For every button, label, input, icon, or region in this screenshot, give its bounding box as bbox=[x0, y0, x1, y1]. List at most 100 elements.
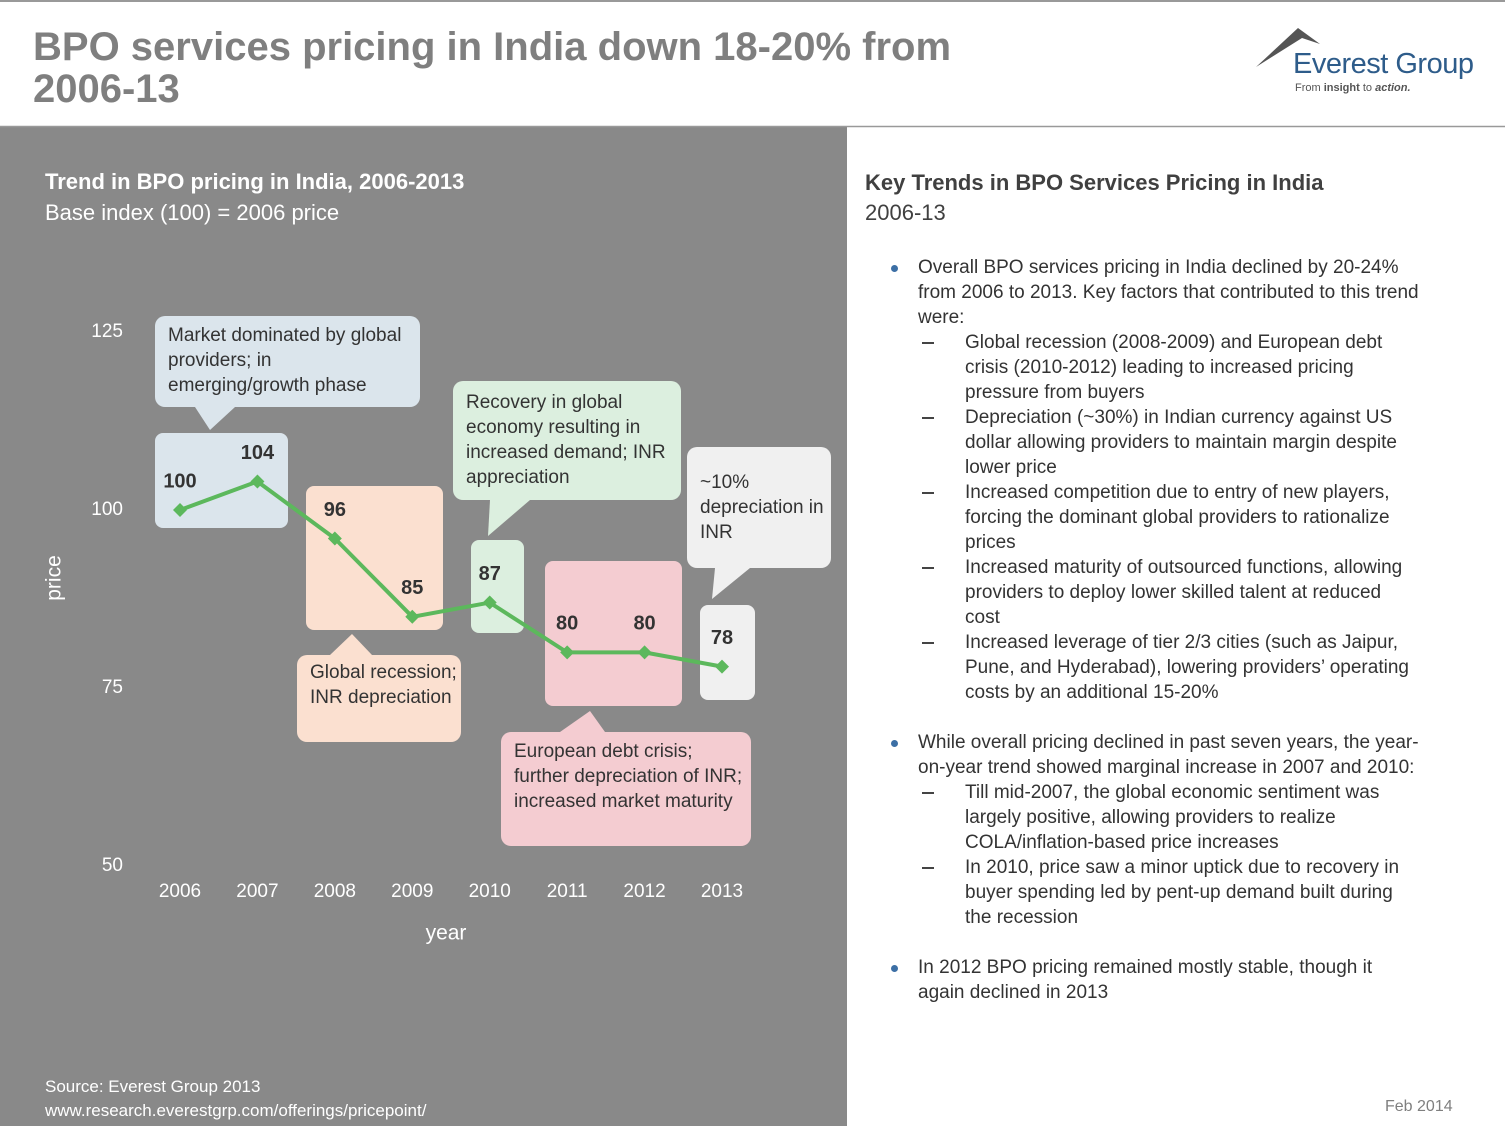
logo-name: Everest Group bbox=[1293, 48, 1474, 80]
sub-dash bbox=[922, 417, 934, 419]
data-point bbox=[405, 609, 420, 624]
data-point bbox=[560, 645, 575, 660]
x-tick-label: 2008 bbox=[314, 881, 356, 902]
sub-text: Global recession (2008-2009) and Europea… bbox=[965, 332, 1383, 403]
callout-box bbox=[297, 655, 461, 742]
highlight-box bbox=[155, 433, 288, 528]
x-tick-label: 2009 bbox=[391, 881, 433, 902]
source: Source: Everest Group 2013 www.research.e… bbox=[45, 1075, 426, 1123]
data-label: 96 bbox=[324, 499, 346, 521]
source-line: Source: Everest Group 2013 bbox=[45, 1077, 261, 1096]
data-point bbox=[173, 503, 187, 517]
x-tick-label: 2012 bbox=[623, 881, 665, 902]
sub-item: Increased competition due to entry of ne… bbox=[918, 480, 1420, 555]
highlight-box bbox=[700, 605, 755, 700]
sub-text: Increased leverage of tier 2/3 cities (s… bbox=[965, 632, 1409, 703]
sub-item: Increased leverage of tier 2/3 cities (s… bbox=[918, 630, 1420, 705]
data-point bbox=[250, 474, 265, 489]
sub-dash bbox=[922, 567, 934, 569]
sub-text: Till mid-2007, the global economic senti… bbox=[965, 782, 1380, 853]
data-label: 100 bbox=[163, 470, 196, 492]
bullet-dot bbox=[891, 265, 898, 272]
logo-tagline: From insight to action. bbox=[1295, 82, 1411, 94]
sub-text: Increased competition due to entry of ne… bbox=[965, 482, 1390, 553]
sub-list: Global recession (2008-2009) and Europea… bbox=[918, 330, 1420, 705]
panel-subheading: 2006-13 bbox=[865, 200, 946, 225]
bullet-text: In 2012 BPO pricing remained mostly stab… bbox=[918, 957, 1373, 1003]
sub-dash bbox=[922, 342, 934, 344]
data-label: 104 bbox=[241, 442, 275, 464]
bullet-dot bbox=[891, 740, 898, 747]
chart-title: Trend in BPO pricing in India, 2006-2013 bbox=[45, 169, 464, 194]
callout-tail bbox=[560, 711, 605, 732]
data-point bbox=[715, 659, 729, 674]
sub-item: Depreciation (~30%) in Indian currency a… bbox=[918, 405, 1420, 480]
source-line: www.research.everestgrp.com/offerings/pr… bbox=[45, 1101, 427, 1120]
tagline-part: From bbox=[1295, 82, 1324, 94]
callout-tail bbox=[195, 407, 235, 430]
callout-box bbox=[155, 316, 420, 407]
callout-box bbox=[687, 447, 831, 568]
callout-tail bbox=[488, 500, 530, 536]
callout-box bbox=[501, 732, 751, 846]
tagline-part: action. bbox=[1375, 82, 1411, 94]
logo-mark bbox=[1256, 28, 1320, 67]
highlight-box bbox=[471, 540, 524, 633]
sub-item: Increased maturity of outsourced functio… bbox=[918, 555, 1420, 630]
x-tick-label: 2013 bbox=[701, 881, 743, 902]
highlight-box bbox=[306, 486, 443, 630]
date: Feb 2014 bbox=[1385, 1098, 1453, 1115]
data-line bbox=[179, 479, 723, 669]
bullet-dot bbox=[891, 965, 898, 972]
x-axis-label: year bbox=[426, 922, 467, 945]
sub-dash bbox=[922, 642, 934, 644]
x-tick-label: 2010 bbox=[469, 881, 511, 902]
sub-text: Depreciation (~30%) in Indian currency a… bbox=[965, 407, 1397, 478]
annotation: Market dominated by global providers; in… bbox=[168, 325, 402, 396]
annotation: European debt crisis; further depreciati… bbox=[514, 741, 743, 812]
chart-subtitle: Base index (100) = 2006 price bbox=[45, 200, 339, 225]
bullet-text: While overall pricing declined in past s… bbox=[918, 732, 1419, 778]
data-label: 87 bbox=[479, 563, 501, 585]
highlight-box bbox=[545, 561, 682, 706]
y-axis-label: price bbox=[43, 555, 66, 601]
bullet: Overall BPO services pricing in India de… bbox=[875, 255, 1420, 705]
bullet-text: Overall BPO services pricing in India de… bbox=[918, 257, 1419, 328]
data-point bbox=[482, 595, 497, 610]
sub-dash bbox=[922, 492, 934, 494]
y-tick-label: 50 bbox=[102, 855, 123, 876]
data-point bbox=[327, 531, 342, 546]
x-tick-label: 2006 bbox=[159, 881, 201, 902]
bullet: While overall pricing declined in past s… bbox=[875, 730, 1420, 930]
sub-text: Increased maturity of outsourced functio… bbox=[965, 557, 1403, 628]
bullet-list: Overall BPO services pricing in India de… bbox=[875, 255, 1420, 1030]
sub-text: In 2010, price saw a minor uptick due to… bbox=[965, 857, 1400, 928]
y-tick-label: 125 bbox=[91, 321, 123, 342]
data-label: 85 bbox=[401, 577, 423, 599]
data-label: 80 bbox=[556, 613, 578, 635]
sub-item: Global recession (2008-2009) and Europea… bbox=[918, 330, 1420, 405]
y-tick-label: 75 bbox=[102, 677, 123, 698]
data-point bbox=[637, 645, 652, 660]
sub-dash bbox=[922, 867, 934, 869]
sub-item: In 2010, price saw a minor uptick due to… bbox=[918, 855, 1420, 930]
slide-title: BPO services pricing in India down 18-20… bbox=[33, 25, 952, 111]
data-label: 80 bbox=[633, 613, 655, 635]
callout-tail bbox=[712, 568, 750, 599]
tagline-part: to bbox=[1359, 82, 1376, 94]
sub-item: Till mid-2007, the global economic senti… bbox=[918, 780, 1420, 855]
sub-dash bbox=[922, 792, 934, 794]
bullet: In 2012 BPO pricing remained mostly stab… bbox=[875, 955, 1420, 1005]
x-tick-label: 2011 bbox=[547, 881, 588, 902]
callout-box bbox=[453, 381, 681, 500]
x-tick-label: 2007 bbox=[236, 881, 278, 902]
panel-heading: Key Trends in BPO Services Pricing in In… bbox=[865, 170, 1324, 195]
y-tick-label: 100 bbox=[91, 499, 123, 520]
annotation: ~10% depreciation in INR bbox=[700, 472, 824, 543]
tagline-part: insight bbox=[1323, 82, 1360, 94]
data-label: 78 bbox=[711, 627, 733, 649]
callout-tail bbox=[330, 634, 372, 655]
annotation: Recovery in global economy resulting in … bbox=[466, 392, 666, 488]
